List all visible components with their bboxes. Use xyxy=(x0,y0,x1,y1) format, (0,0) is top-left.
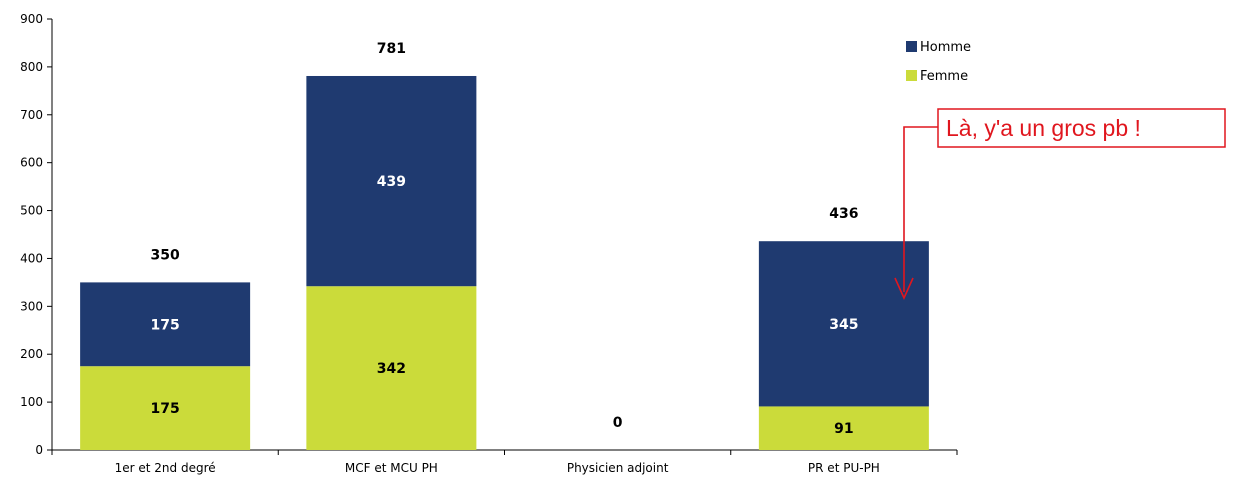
total-label-physicien-adjoint: 0 xyxy=(613,415,623,431)
legend: Homme Femme xyxy=(906,40,971,84)
y-tick-label: 800 xyxy=(20,60,43,74)
y-tick-label: 700 xyxy=(20,108,43,122)
legend-label-homme: Homme xyxy=(920,40,971,55)
bar-homme-1er-et-2nd-degre xyxy=(80,282,251,367)
total-label-1er-et-2nd-degre: 350 xyxy=(151,247,180,263)
y-tick-label: 600 xyxy=(20,156,43,170)
legend-swatch-homme xyxy=(906,41,917,52)
total-label-mcf-et-mcu-ph: 781 xyxy=(377,41,406,57)
y-axis: 0 100 200 300 400 500 600 700 800 900 xyxy=(20,12,53,457)
bar-homme-mcf-et-mcu-ph xyxy=(306,75,477,287)
data-label-homme-pr-et-pu-ph: 345 xyxy=(829,317,858,333)
y-tick-label: 400 xyxy=(20,251,43,265)
x-tick-label-mcf-et-mcu-ph: MCF et MCU PH xyxy=(345,461,438,475)
data-label-femme-1er-et-2nd-degre: 175 xyxy=(151,401,180,417)
x-axis: 1er et 2nd degré MCF et MCU PH Physicien a… xyxy=(51,449,958,475)
data-labels: 175 175 350 342 439 781 0 91 345 436 xyxy=(151,41,859,437)
bar-femme-mcf-et-mcu-ph xyxy=(306,286,477,450)
y-tick-label: 500 xyxy=(20,204,43,218)
bars xyxy=(80,75,929,450)
x-tick-label-physicien-adjoint: Physicien adjoint xyxy=(567,461,669,475)
annotation-box xyxy=(937,108,1226,148)
data-label-femme-pr-et-pu-ph: 91 xyxy=(834,421,853,437)
annotation-arrow-line xyxy=(903,126,938,292)
data-label-homme-mcf-et-mcu-ph: 439 xyxy=(377,174,406,190)
y-tick-label: 100 xyxy=(20,395,43,409)
y-tick-label: 300 xyxy=(20,299,43,313)
annotation-text: Là, y'a un gros pb ! xyxy=(946,115,1141,141)
legend-swatch-femme xyxy=(906,70,917,81)
bar-homme-pr-et-pu-ph xyxy=(758,241,929,407)
y-tick-label: 900 xyxy=(20,12,43,26)
x-tick-label-pr-et-pu-ph: PR et PU-PH xyxy=(808,461,880,475)
annotation-arrowhead xyxy=(894,277,914,300)
x-tick-label-1er-et-2nd-degre: 1er et 2nd degré xyxy=(115,461,216,475)
data-label-femme-mcf-et-mcu-ph: 342 xyxy=(377,361,406,377)
y-tick-label: 200 xyxy=(20,347,43,361)
annotation: Là, y'a un gros pb ! xyxy=(894,108,1226,300)
y-tick-label: 0 xyxy=(35,443,43,457)
legend-label-femme: Femme xyxy=(920,69,968,84)
total-label-pr-et-pu-ph: 436 xyxy=(829,206,858,222)
bar-femme-1er-et-2nd-degre xyxy=(80,366,251,450)
data-label-homme-1er-et-2nd-degre: 175 xyxy=(151,317,180,333)
bar-femme-pr-et-pu-ph xyxy=(758,406,929,450)
